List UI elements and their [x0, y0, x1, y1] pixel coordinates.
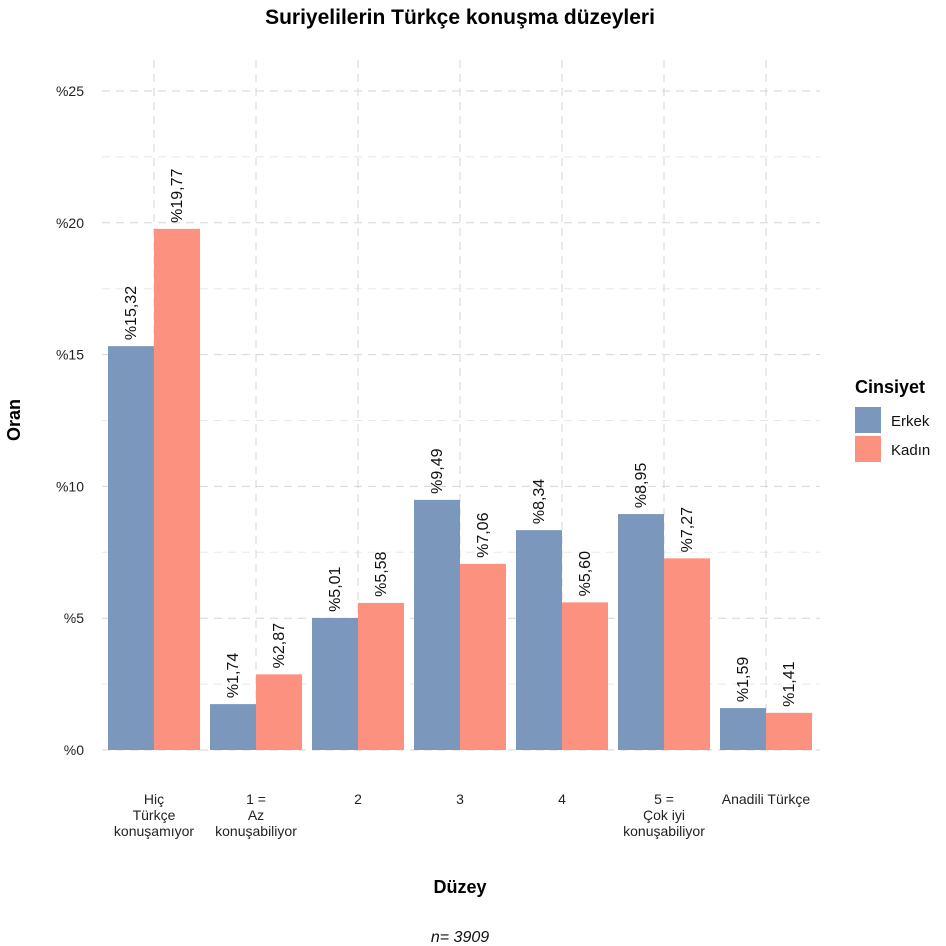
legend-title: Cinsiyet	[855, 377, 925, 397]
y-tick-label: %5	[64, 610, 84, 626]
bar-value-label: %1,41	[781, 661, 798, 706]
y-tick-label: %20	[56, 215, 84, 231]
x-tick-label: Hiç Türkçe konuşamıyor	[114, 791, 194, 839]
bar-kadın	[562, 602, 608, 750]
bar-kadın	[358, 602, 404, 750]
y-tick-label: %10	[56, 478, 84, 494]
x-tick-label: 5 = Çok iyi konuşabiliyor	[623, 791, 705, 839]
bar-value-label: %2,87	[271, 623, 288, 668]
bar-value-label: %19,77	[169, 168, 186, 222]
legend: Cinsiyet Erkek Kadın	[855, 377, 930, 462]
chart-title: Suriyelilerin Türkçe konuşma düzeyleri	[265, 6, 655, 29]
x-tick-label: 4	[558, 791, 566, 807]
bar-erkek	[720, 708, 766, 750]
legend-swatch-erkek	[855, 407, 881, 433]
bar-value-label: %8,34	[531, 479, 548, 524]
x-axis-title: Düzey	[433, 877, 486, 897]
bar-value-label: %7,06	[475, 512, 492, 557]
bar-value-label: %5,58	[373, 551, 390, 596]
y-axis: %0 %5 %10 %15 %20 %25	[56, 83, 84, 758]
x-tick-label: 3	[456, 791, 464, 807]
bar-erkek	[618, 514, 664, 750]
y-tick-label: %0	[64, 742, 84, 758]
bar-kadın	[256, 674, 302, 750]
bar-value-label: %5,60	[577, 551, 594, 596]
bar-kadın	[766, 712, 812, 750]
bar-value-label: %1,59	[735, 657, 752, 702]
bar-kadın	[460, 563, 506, 750]
bar-erkek	[210, 704, 256, 750]
bar-labels: %15,32 %1,74 %5,01 %9,49 %8,34 %8,95 %1,59 %19,…	[123, 168, 798, 706]
x-tick-label: 1 = Az konuşabiliyor	[215, 791, 297, 839]
bar-erkek	[414, 499, 460, 750]
bar-value-label: %8,95	[633, 463, 650, 508]
bar-value-label: %15,32	[123, 286, 140, 340]
bar-value-label: %5,01	[327, 566, 344, 611]
legend-swatch-kadın	[855, 436, 881, 462]
bars	[108, 228, 812, 750]
bar-kadın	[154, 228, 200, 750]
bar-erkek	[108, 346, 154, 750]
y-axis-title: Oran	[4, 399, 24, 441]
x-axis: Hiç Türkçe konuşamıyor 1 = Az konuşabiliyor 2 3…	[114, 791, 811, 839]
bar-erkek	[312, 617, 358, 750]
bar-value-label: %7,27	[679, 507, 696, 552]
bar-value-label: %1,74	[225, 653, 242, 698]
bar-kadın	[664, 558, 710, 750]
bar-value-label: %9,49	[429, 448, 446, 493]
legend-label: Kadın	[891, 442, 930, 459]
bar-erkek	[516, 530, 562, 750]
legend-label: Erkek	[891, 413, 930, 430]
caption: n= 3909	[431, 929, 489, 946]
x-tick-label: Anadili Türkçe	[722, 791, 811, 807]
x-tick-label: 2	[354, 791, 362, 807]
y-tick-label: %25	[56, 83, 84, 99]
y-tick-label: %15	[56, 347, 84, 363]
